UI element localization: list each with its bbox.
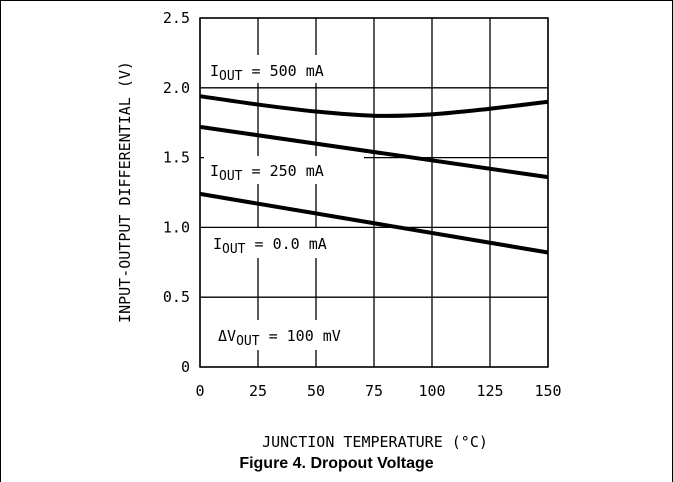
left-rule [0, 0, 1, 482]
y-tick-label-4: 2.0 [163, 79, 190, 97]
dropout-voltage-chart: 0 0.5 1.0 1.5 2.0 2.5 0 25 50 75 100 125 150 INPUT-… [116, 9, 562, 450]
y-tick-label-0: 0 [181, 358, 190, 376]
annotation-delta-vout: ΔVOUT = 100 mV [212, 320, 372, 350]
top-rule [0, 0, 673, 1]
y-tick-label-2: 1.0 [163, 218, 190, 236]
figure-caption: Figure 4. Dropout Voltage [239, 455, 434, 472]
x-tick-label-1: 25 [249, 382, 267, 400]
y-axis-label: INPUT-OUTPUT DIFFERENTIAL (V) [116, 61, 134, 323]
y-tick-labels: 0 0.5 1.0 1.5 2.0 2.5 [163, 9, 190, 376]
annotation-iout-500: IOUT = 500 mA [204, 55, 364, 84]
x-axis-label: JUNCTION TEMPERATURE (°C) [262, 433, 488, 450]
plot-frame [199, 17, 549, 368]
x-tick-labels: 0 25 50 75 100 125 150 [195, 382, 561, 400]
plot-border [199, 17, 549, 368]
y-tick-label-5: 2.5 [163, 9, 190, 27]
x-tick-label-0: 0 [195, 382, 204, 400]
x-tick-label-2: 50 [307, 382, 325, 400]
annotation-iout-0: IOUT = 0.0 mA [208, 228, 356, 258]
svg-text:IOUT = 500 mA: IOUT = 500 mA [210, 62, 324, 84]
svg-text:IOUT = 0.0 mA: IOUT = 0.0 mA [213, 235, 327, 257]
series-line-0 [199, 94, 549, 118]
series-line-1 [199, 124, 549, 180]
svg-text:ΔVOUT = 100 mV: ΔVOUT = 100 mV [218, 327, 341, 349]
svg-text:IOUT = 250 mA: IOUT = 250 mA [210, 162, 324, 184]
series-line-2 [199, 191, 549, 255]
annotation-iout-250: IOUT = 250 mA [204, 156, 364, 184]
x-tick-label-3: 75 [365, 382, 383, 400]
x-tick-label-6: 150 [534, 382, 561, 400]
x-tick-label-5: 125 [476, 382, 503, 400]
x-tick-label-4: 100 [418, 382, 445, 400]
y-tick-label-1: 0.5 [163, 288, 190, 306]
y-tick-label-3: 1.5 [163, 149, 190, 167]
series-lines [199, 94, 549, 255]
